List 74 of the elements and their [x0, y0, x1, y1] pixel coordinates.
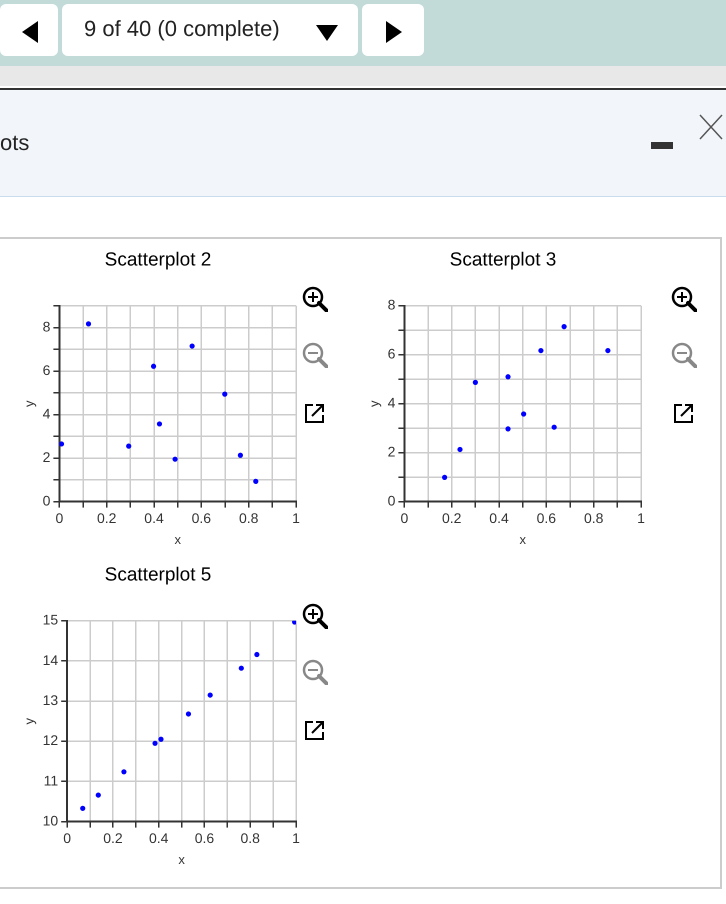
y-tick-label: 11: [44, 772, 58, 788]
x-tick-label: 0.8: [584, 510, 604, 526]
point: [152, 740, 158, 746]
point: [238, 666, 244, 671]
x-tick-label: 0.6: [536, 510, 556, 526]
y-tick-label: 12: [42, 732, 58, 748]
point: [186, 711, 192, 717]
x-tick-label: 0.2: [103, 830, 123, 846]
x-tick-label: 0.6: [192, 510, 212, 526]
chart-title: Scatterplot 5: [104, 564, 212, 586]
point: [121, 769, 127, 774]
point: [222, 392, 228, 397]
x-axis-title: x: [519, 532, 526, 547]
x-tick-label: 1: [637, 510, 646, 526]
y-tick-label: 2: [388, 444, 396, 460]
x-tick-label: 1: [292, 510, 300, 526]
x-tick-label: 0.4: [144, 510, 164, 526]
point: [59, 441, 64, 447]
point: [442, 474, 448, 480]
y-tick-label: 4: [388, 394, 396, 411]
y-tick-label: 2: [42, 448, 51, 465]
point: [521, 411, 526, 417]
y-tick-label: 8: [42, 318, 51, 334]
point: [172, 456, 178, 462]
point: [156, 421, 162, 427]
x-tick-label: 0.8: [240, 830, 260, 846]
point: [505, 374, 511, 380]
y-tick-label: 6: [42, 362, 51, 378]
point: [86, 321, 92, 326]
point: [190, 343, 195, 349]
point: [126, 444, 132, 449]
x-tick-label: 0.4: [148, 830, 169, 846]
point: [253, 478, 258, 484]
y-tick-label: 0: [42, 492, 51, 508]
y-tick-label: 10: [42, 812, 58, 828]
point: [472, 380, 478, 386]
y-tick-label: 0: [388, 492, 396, 508]
y-tick-label: 8: [388, 296, 396, 313]
text: 9 of 40 (0 complete): [84, 16, 280, 42]
chart-title: Scatterplot 2: [104, 250, 212, 271]
point: [254, 652, 260, 658]
point: [538, 348, 544, 354]
point: [96, 792, 101, 798]
x-tick-label: 0.4: [489, 510, 509, 526]
point: [505, 426, 511, 432]
point: [150, 364, 156, 369]
y-tick-label: 13: [42, 692, 58, 708]
y-tick-label: 4: [42, 405, 51, 422]
y-axis-title: y: [21, 717, 36, 724]
y-tick-label: 15: [42, 612, 58, 628]
point: [292, 620, 296, 625]
x-axis-title: x: [174, 532, 182, 547]
point: [605, 348, 610, 354]
x-tick-label: 0: [400, 510, 408, 526]
y-tick-label: 6: [388, 346, 396, 362]
point: [208, 692, 213, 698]
point: [238, 452, 243, 458]
y-tick-label: 14: [42, 652, 58, 668]
point: [158, 736, 164, 742]
point: [457, 446, 463, 452]
point: [562, 324, 567, 330]
text: ots: [0, 130, 30, 156]
x-tick-label: 0.2: [96, 510, 117, 526]
x-tick-label: 0.8: [238, 510, 259, 526]
y-axis-title: y: [366, 400, 382, 407]
x-tick-label: 1: [292, 830, 300, 846]
x-axis-title: x: [178, 852, 186, 867]
x-tick-label: 0: [63, 830, 72, 846]
point: [552, 424, 557, 430]
x-tick-label: 0.2: [442, 510, 462, 526]
y-axis-title: y: [21, 400, 36, 407]
x-tick-label: 0.6: [194, 830, 214, 846]
chart-title: Scatterplot 3: [450, 250, 556, 271]
point: [80, 806, 86, 811]
